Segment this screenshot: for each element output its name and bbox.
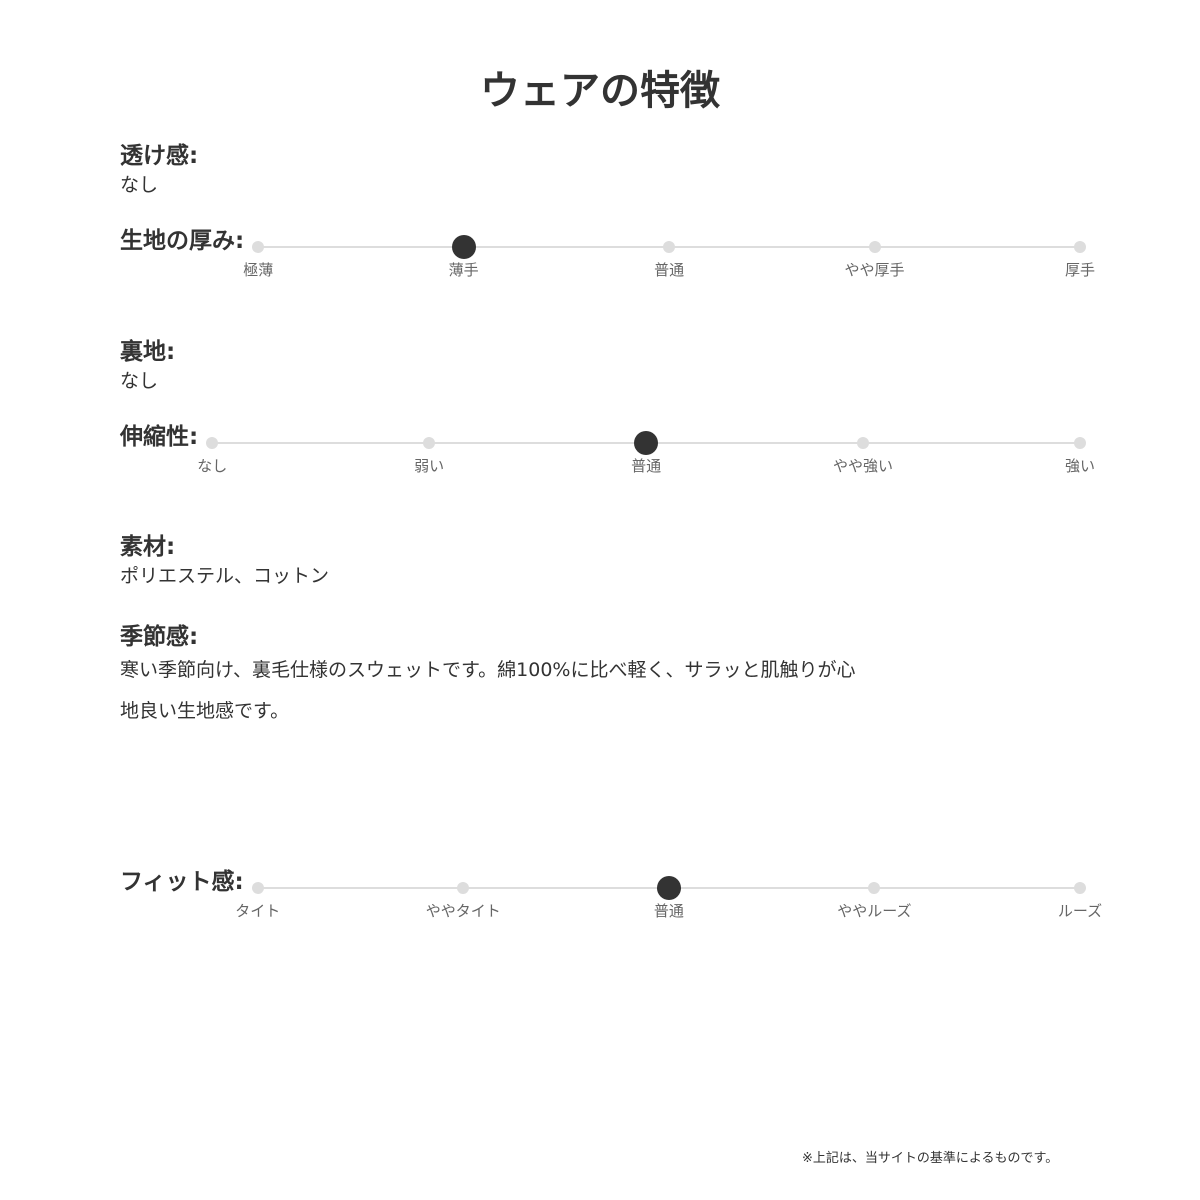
season-label: 季節感: — [120, 624, 199, 650]
scale-option-label: ルーズ — [1057, 902, 1103, 920]
scale-option-label: やや厚手 — [844, 261, 905, 279]
thickness-label: 生地の厚み: — [120, 228, 245, 254]
lining-value: なし — [120, 370, 159, 392]
scale-option-label: 薄手 — [448, 261, 479, 279]
lining-label: 裏地: — [120, 339, 176, 365]
scale-point — [457, 882, 470, 894]
sheer-value: なし — [120, 174, 159, 196]
scale-point — [857, 437, 870, 449]
scale-option-label: ややルーズ — [837, 902, 912, 920]
scale-point — [868, 241, 881, 253]
scale-option-label: 極薄 — [243, 261, 274, 279]
scale-option-label: 厚手 — [1064, 261, 1096, 279]
scale-point — [663, 241, 676, 253]
selected-marker — [451, 235, 476, 259]
scale-point — [1074, 241, 1086, 253]
scale-option-label: 普通 — [631, 457, 662, 475]
scale-point — [1074, 437, 1086, 449]
scale-option-label: 強い — [1064, 457, 1096, 475]
material-label: 素材: — [120, 534, 176, 560]
material-value: ポリエステル、コットン — [120, 565, 330, 587]
scale-option-label: ややタイト — [425, 902, 501, 920]
scale-point — [251, 882, 264, 894]
stretch-label: 伸縮性: — [120, 424, 199, 450]
season-description: 寒い季節向け、裏毛仕様のスウェットです。綿100%に比べ軽く、サラッと肌触りが心… — [120, 659, 856, 722]
fit-label: フィット感: — [120, 869, 244, 895]
scale-point — [252, 241, 265, 253]
scale-point — [206, 437, 219, 449]
selected-marker — [634, 431, 659, 455]
page-title: ウェアの特徴 — [480, 68, 720, 114]
thickness-scale: 生地の厚み: 極薄 薄手 普通 やや厚手 厚手 — [120, 226, 1095, 286]
scale-option-label: 普通 — [654, 261, 685, 279]
footnote: ※上記は、当サイトの基準によるものです。 — [802, 1151, 1059, 1166]
scale-point — [868, 882, 881, 894]
selected-marker — [656, 876, 681, 900]
sheer-label: 透け感: — [120, 143, 199, 169]
scale-option-label: 弱い — [414, 457, 445, 475]
scale-option-label: タイト — [235, 902, 281, 920]
stretch-scale: 伸縮性: なし 弱い 普通 やや強い 強い — [120, 422, 1095, 482]
scale-point — [423, 437, 436, 449]
scale-option-label: なし — [197, 457, 228, 475]
scale-option-label: やや強い — [833, 457, 894, 475]
scale-point — [1074, 882, 1086, 894]
scale-option-label: 普通 — [653, 902, 684, 920]
fit-scale: フィット感: タイト ややタイト 普通 ややルーズ ルーズ — [120, 867, 1102, 927]
